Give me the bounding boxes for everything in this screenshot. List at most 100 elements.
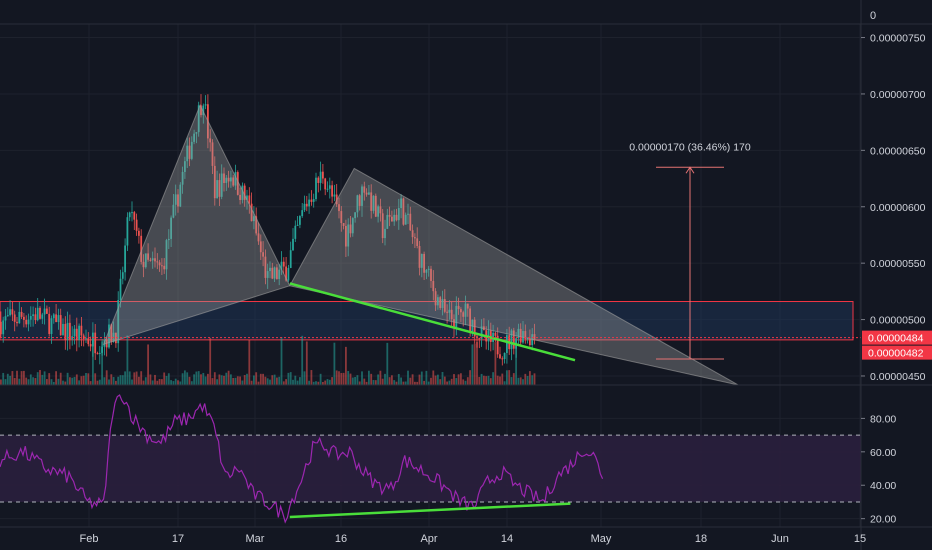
candle[interactable] — [285, 266, 287, 281]
candle[interactable] — [193, 133, 195, 142]
candle[interactable] — [200, 105, 202, 116]
candle[interactable] — [310, 199, 313, 202]
candle[interactable] — [151, 258, 154, 261]
candle[interactable] — [322, 171, 324, 179]
rsi-line[interactable] — [0, 394, 604, 524]
candle[interactable] — [280, 261, 283, 270]
candle[interactable] — [416, 238, 419, 247]
candle[interactable] — [138, 230, 140, 236]
candle[interactable] — [174, 194, 177, 205]
candle[interactable] — [448, 309, 451, 313]
candle[interactable] — [209, 138, 212, 143]
candle[interactable] — [349, 224, 352, 234]
price-panel[interactable]: 0.00000170 (36.46%) 170 — [0, 94, 861, 386]
candle[interactable] — [446, 311, 448, 313]
candle[interactable] — [154, 258, 156, 262]
candle[interactable] — [161, 265, 163, 267]
candle[interactable] — [6, 315, 9, 317]
candle[interactable] — [230, 177, 232, 182]
candle[interactable] — [457, 305, 460, 310]
candle[interactable] — [223, 173, 225, 183]
candle[interactable] — [402, 198, 405, 225]
candle[interactable] — [464, 303, 467, 317]
candle[interactable] — [386, 214, 389, 229]
candle[interactable] — [78, 325, 80, 341]
candle[interactable] — [133, 212, 136, 220]
candle[interactable] — [121, 272, 124, 279]
candle[interactable] — [149, 259, 152, 261]
candle[interactable] — [294, 225, 297, 239]
candle[interactable] — [374, 195, 377, 217]
candle[interactable] — [158, 262, 161, 266]
candle[interactable] — [522, 331, 524, 343]
candle[interactable] — [400, 198, 402, 209]
candle[interactable] — [248, 195, 251, 204]
candle[interactable] — [301, 210, 304, 217]
candle[interactable] — [347, 224, 350, 247]
candle[interactable] — [253, 216, 255, 222]
candle[interactable] — [287, 267, 290, 281]
candle[interactable] — [453, 319, 455, 328]
candle[interactable] — [333, 194, 336, 197]
candle[interactable] — [315, 177, 317, 200]
candle[interactable] — [529, 338, 531, 346]
candle[interactable] — [262, 252, 264, 257]
rsi-axis[interactable]: 80.00 60.00 40.00 20.00 — [861, 413, 896, 526]
candle[interactable] — [119, 278, 122, 301]
candle[interactable] — [20, 311, 23, 317]
candle[interactable] — [269, 267, 271, 272]
candle[interactable] — [59, 315, 62, 336]
candle[interactable] — [345, 225, 347, 247]
candle[interactable] — [243, 185, 246, 200]
candle[interactable] — [338, 204, 340, 212]
candle[interactable] — [220, 173, 223, 197]
candle[interactable] — [197, 105, 200, 133]
candle[interactable] — [512, 330, 515, 349]
candle[interactable] — [365, 192, 368, 195]
candle[interactable] — [32, 314, 34, 317]
candle[interactable] — [259, 241, 262, 253]
candle[interactable] — [411, 230, 414, 238]
candle[interactable] — [437, 297, 439, 306]
candle[interactable] — [420, 253, 423, 268]
candle[interactable] — [494, 332, 497, 336]
candle[interactable] — [2, 320, 5, 335]
candle[interactable] — [216, 180, 218, 199]
candle[interactable] — [188, 145, 191, 159]
candle[interactable] — [377, 206, 379, 217]
candle[interactable] — [213, 165, 216, 199]
candle[interactable] — [372, 195, 375, 211]
candle[interactable] — [239, 194, 241, 200]
candle[interactable] — [241, 185, 244, 200]
candle[interactable] — [480, 326, 483, 339]
candle[interactable] — [533, 334, 536, 340]
candle[interactable] — [391, 216, 393, 222]
candle[interactable] — [94, 332, 97, 354]
candle[interactable] — [211, 142, 214, 166]
candle[interactable] — [246, 195, 248, 200]
candle[interactable] — [170, 217, 172, 239]
candle[interactable] — [414, 237, 416, 239]
candle[interactable] — [379, 206, 382, 214]
candle[interactable] — [218, 180, 221, 197]
candle[interactable] — [147, 253, 149, 260]
candle[interactable] — [57, 315, 60, 323]
candle[interactable] — [351, 218, 354, 234]
candle[interactable] — [126, 217, 129, 246]
candle[interactable] — [354, 212, 356, 219]
candle[interactable] — [11, 309, 14, 315]
candle[interactable] — [257, 233, 260, 242]
candle[interactable] — [324, 178, 327, 190]
rsi-panel[interactable] — [0, 394, 861, 524]
candle[interactable] — [517, 328, 520, 339]
harmonic-pattern-left[interactable] — [102, 104, 291, 346]
candle[interactable] — [232, 177, 235, 186]
candle[interactable] — [115, 332, 117, 344]
candle[interactable] — [80, 325, 83, 336]
candle[interactable] — [266, 271, 269, 278]
candle[interactable] — [190, 141, 193, 159]
harmonic-pattern-right[interactable] — [289, 167, 739, 386]
candle[interactable] — [430, 268, 432, 281]
candle[interactable] — [441, 299, 444, 308]
